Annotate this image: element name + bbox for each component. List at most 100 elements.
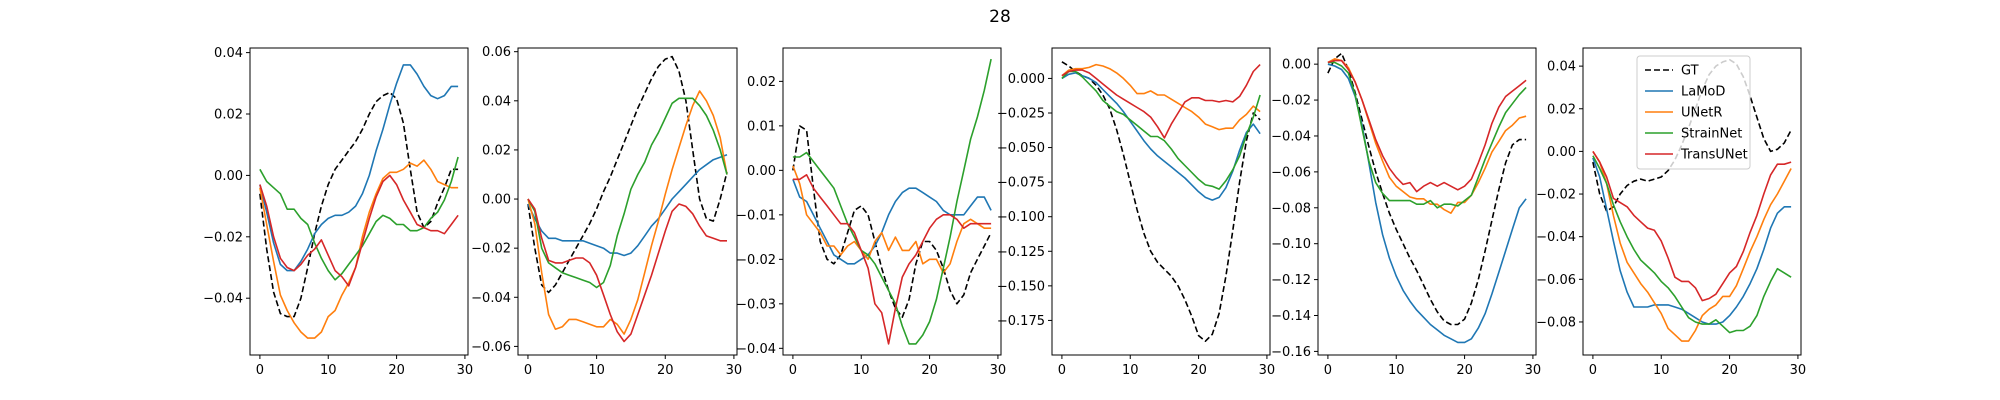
axes-frame <box>782 47 1002 356</box>
series-line-lamod <box>1592 157 1792 325</box>
legend-box <box>1636 55 1751 170</box>
x-tick-label: 30 <box>457 363 474 378</box>
series-lines <box>1061 61 1261 343</box>
series-line-strainnet <box>1061 70 1261 190</box>
series-lines <box>1327 52 1527 344</box>
x-tick-label: 0 <box>524 363 532 378</box>
x-tick-label: 20 <box>1456 363 1473 378</box>
series-line-strainnet <box>792 58 992 345</box>
x-tick-label: 10 <box>1388 363 1405 378</box>
subplot-2: 0 10 20 30 −0.06 −0.04 −0.02 0.00 0.02 0.04 0.06 <box>471 45 742 378</box>
y-tick-label: −0.025 <box>997 106 1045 121</box>
subplot-3: 0 10 20 30 −0.04 −0.03 −0.02 −0.01 0.00 0.01 0.02 <box>736 47 1007 378</box>
series-line-transunet <box>1061 64 1261 139</box>
x-tick-label: 20 <box>1721 363 1738 378</box>
x-tick-label: 0 <box>1589 363 1597 378</box>
y-tick-label: −0.175 <box>997 314 1045 329</box>
series-line-lamod <box>527 154 728 257</box>
y-tick-label: 0.00 <box>747 164 776 179</box>
x-tick-label: 0 <box>789 363 797 378</box>
y-tick-label: 0.01 <box>747 119 776 134</box>
y-tick-label: −0.06 <box>1271 165 1311 180</box>
y-tick-label: −0.16 <box>1271 345 1311 360</box>
y-tick-label: −0.06 <box>1536 273 1576 288</box>
axes-frame <box>517 47 738 356</box>
y-tick-label: 0.02 <box>1547 102 1576 117</box>
y-tick-label: 0.00 <box>1547 145 1576 160</box>
y-tick-label: 0.04 <box>482 94 511 109</box>
legend-label-strainnet: StrainNet <box>1681 127 1742 142</box>
y-tick-label: 0.04 <box>1547 60 1576 75</box>
series-line-transunet <box>792 174 992 345</box>
series-line-unetr <box>1061 63 1261 131</box>
series-line-strainnet <box>1592 155 1792 334</box>
x-tick-label: 0 <box>1058 363 1066 378</box>
series-lines <box>259 64 459 339</box>
x-tick-label: 10 <box>320 363 337 378</box>
x-tick-label: 30 <box>1525 363 1542 378</box>
series-line-transunet <box>1592 150 1792 302</box>
subplot-4: 0 10 20 30 −0.175 −0.150 −0.125 −0.100 −0.075 −0.… <box>997 47 1276 378</box>
y-tick-label: −0.04 <box>1271 129 1311 144</box>
series-line-strainnet <box>527 97 728 289</box>
series-line-unetr <box>527 90 728 335</box>
y-tick-label: −0.14 <box>1271 309 1311 324</box>
y-tick-label: −0.01 <box>736 208 776 223</box>
y-tick-label: −0.100 <box>997 210 1045 225</box>
x-tick-label: 30 <box>1259 363 1276 378</box>
y-tick-label: −0.050 <box>997 141 1045 156</box>
series-line-strainnet <box>259 156 459 281</box>
subplot-6: 0 10 20 30 −0.08 −0.06 −0.04 −0.02 0.00 0.02 0.04 G… <box>1536 47 1806 378</box>
y-tick-label: −0.04 <box>1536 230 1576 245</box>
y-tick-label: −0.02 <box>1536 188 1576 203</box>
x-tick-label: 10 <box>1653 363 1670 378</box>
x-tick-label: 10 <box>853 363 870 378</box>
series-line-unetr <box>259 159 459 339</box>
y-tick-label: 0.02 <box>747 75 776 90</box>
y-tick-label: 0.04 <box>214 46 243 61</box>
subplot-1: 0 10 20 30 −0.04 −0.02 0.00 0.02 0.04 <box>203 46 473 378</box>
series-lines <box>792 58 992 345</box>
x-tick-label: 20 <box>388 363 405 378</box>
series-line-unetr <box>1592 150 1792 342</box>
y-tick-label: −0.02 <box>471 242 511 257</box>
y-tick-label: −0.150 <box>997 279 1045 294</box>
series-lines <box>1592 58 1792 342</box>
series-line-unetr <box>792 165 992 274</box>
y-tick-label: −0.10 <box>1271 237 1311 252</box>
y-tick-label: −0.02 <box>203 230 243 245</box>
y-tick-label: −0.04 <box>471 291 511 306</box>
series-line-transunet <box>259 174 459 287</box>
y-tick-label: 0.000 <box>1008 72 1045 87</box>
y-tick-label: −0.075 <box>997 176 1045 191</box>
series-line-transunet <box>1327 59 1527 193</box>
series-lines <box>527 55 728 343</box>
y-tick-label: −0.02 <box>736 253 776 268</box>
legend-label-gt: GT <box>1681 64 1699 79</box>
x-tick-label: 30 <box>990 363 1007 378</box>
axes-frame <box>1317 47 1537 356</box>
y-tick-label: 0.06 <box>482 45 511 60</box>
y-tick-label: −0.08 <box>1271 201 1311 216</box>
series-line-transunet <box>527 198 727 343</box>
y-tick-label: −0.04 <box>203 292 243 307</box>
series-line-lamod <box>1061 72 1261 201</box>
x-tick-label: 30 <box>726 363 743 378</box>
series-line-gt <box>1061 61 1261 343</box>
x-tick-label: 10 <box>588 363 605 378</box>
subplot-5: 0 10 20 30 −0.16 −0.14 −0.12 −0.10 −0.08 −0.06 −0.… <box>1271 47 1542 378</box>
legend: GT LaMoD UNetR StrainNet TransUNet <box>1636 55 1751 170</box>
axes-frame <box>1051 47 1271 356</box>
series-line-strainnet <box>1327 61 1527 209</box>
series-line-lamod <box>792 179 992 265</box>
x-tick-label: 0 <box>256 363 264 378</box>
subplots-row: 0 10 20 30 −0.04 −0.02 0.00 0.02 0.04 0 10 20 30 −0.0… <box>203 45 1806 378</box>
series-line-gt <box>1592 58 1792 212</box>
axes-frame <box>249 47 469 356</box>
series-line-gt <box>1327 52 1527 326</box>
figure-title: 28 <box>989 7 1011 27</box>
legend-label-lamod: LaMoD <box>1681 85 1725 100</box>
axes-frame <box>1582 47 1802 356</box>
y-tick-label: 0.00 <box>214 169 243 184</box>
